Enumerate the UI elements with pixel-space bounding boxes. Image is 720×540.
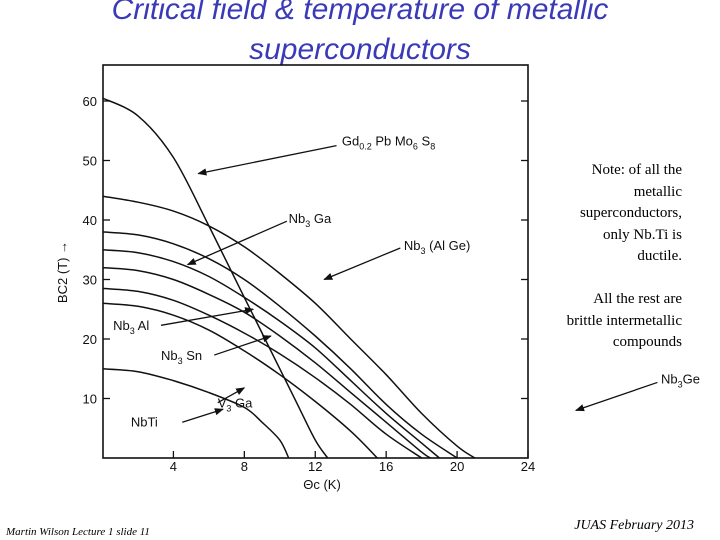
note-line: ductile. [637,248,682,264]
series-curve-nbti [102,368,290,459]
series-curve-nb3-al-ge- [102,231,458,459]
x-tick-label: 8 [241,459,248,474]
annotation-arrow [197,144,337,176]
series-label: Nb3 Ga [289,211,332,229]
footer-date: JUAS February 2013 [574,518,694,533]
annotation-arrow [186,220,288,266]
note-line: brittle intermetallic [566,312,682,329]
y-axis-label: BC2 (T) → [55,241,70,303]
y-tick-label: 30 [83,273,97,288]
series-curve-nb3-al [102,266,431,459]
x-axis-label: Θc (K) [303,477,341,492]
y-tick-label: 20 [83,332,97,347]
note-line: Note: of all the [591,162,682,178]
y-tick-label: 50 [83,154,97,169]
note-line: metallic [633,183,682,200]
x-tick-label: 12 [308,459,322,474]
y-tick-label: 10 [83,392,97,407]
x-tick-label: 20 [450,459,464,474]
footer-lecture: Martin Wilson Lecture 1 slide 11 [6,526,150,538]
series-label: Nb3Ge [661,372,700,390]
series-curve-v3-ga [102,302,378,459]
annotation-arrow [217,387,246,404]
y-tick-label: 60 [83,94,97,109]
series-label: Nb3 Sn [161,348,202,366]
note-line: only Nb.Ti is [602,226,682,243]
x-tick-label: 16 [379,459,393,474]
annotation-arrow [213,335,272,356]
series-label: V3 Ga [218,395,253,413]
note-line: compounds [612,334,682,350]
x-tick-label: 24 [521,459,535,474]
series-label: Nb3 (Al Ge) [404,238,470,256]
note-ductile: Note: of all the metallic superconductor… [530,160,682,268]
series-label: Gd0.2 Pb Mo6 S8 [342,134,435,152]
series-label: NbTi [131,414,158,429]
note-brittle: All the rest are brittle intermetallic c… [530,289,682,354]
x-tick-label: 4 [170,459,177,474]
series-curve-gd0-2-pb-mo6-s8 [102,97,329,459]
slide-title: Critical field & temperature of metallic… [60,0,660,70]
plot-frame [102,64,529,459]
series-curve-nb3ge [102,195,476,459]
note-line: superconductors, [579,205,682,221]
slide-title-line1: Critical field & temperature of metallic [111,0,609,26]
annotation-arrow [160,307,255,326]
annotation-arrow [575,381,658,412]
y-tick-label: 40 [83,213,97,228]
series-curve-nb3-ga [102,249,440,459]
series-curve-nb3-sn [102,287,423,459]
annotation-arrow [182,408,224,423]
annotation-arrow [323,247,401,281]
slide-title-line2: superconductors [249,33,471,66]
note-line: All the rest are [593,291,682,307]
series-label: Nb3 Al [113,318,149,336]
